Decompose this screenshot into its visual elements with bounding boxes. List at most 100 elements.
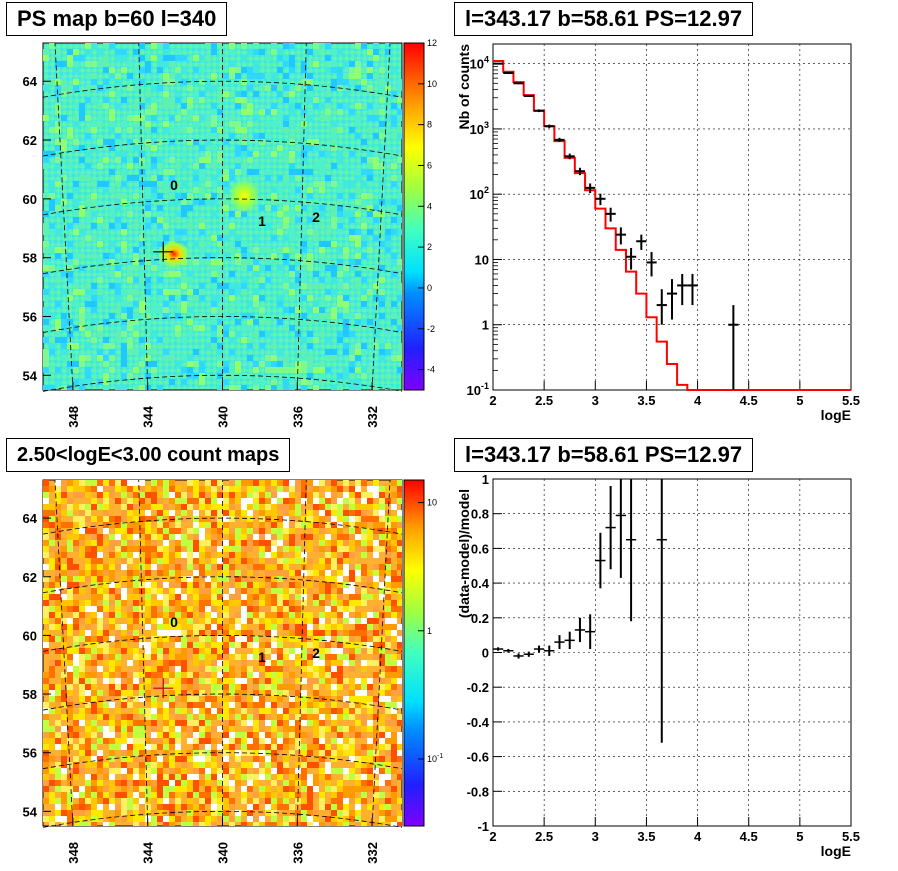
x-tick-label: 332: [365, 406, 380, 428]
colorbar-tick-label: 4: [427, 201, 432, 211]
colorbar-tick-label: 0: [427, 283, 432, 293]
y-tick-label: 64: [23, 511, 38, 526]
residual-x-tick-label: 3: [592, 829, 599, 844]
y-tick-label: 56: [23, 746, 37, 761]
spectrum-x-tick-label: 2.5: [535, 393, 553, 408]
spectrum-panel: 2 2.5 3 3.5 4 4.5 5 5.5 10-1 1 10 102 103 104 logE Nb o…: [449, 0, 898, 436]
count-map-chart: 54 56 58 60 62 64 348 344 340 336 332 10-1 1 10 0 1 2: [23, 479, 443, 864]
residual-y-tick-label: 0.8: [471, 507, 489, 522]
longitude-line: [296, 42, 307, 391]
y-tick-label: 58: [23, 251, 37, 266]
latitude-line: [42, 810, 403, 828]
y-tick-label: 54: [23, 368, 38, 383]
spectrum-y-tick-label: 10-1: [467, 381, 489, 398]
spectrum-y-tick-label: 10: [475, 252, 489, 267]
y-tick-label: 64: [23, 74, 38, 89]
spectrum-x-axis-label: logE: [821, 407, 851, 423]
source-label-2: 2: [312, 645, 320, 661]
y-tick-label: 60: [23, 192, 37, 207]
residual-x-tick-label: 4.5: [740, 829, 758, 844]
residual-x-axis-label: logE: [821, 843, 851, 859]
residual-title: l=343.17 b=58.61 PS=12.97: [454, 438, 754, 472]
residual-x-tick-label: 2.5: [535, 829, 553, 844]
y-tick-label: 62: [23, 570, 37, 585]
residual-y-tick-label: 0.2: [471, 611, 489, 626]
x-tick-label: 344: [141, 405, 156, 427]
y-tick-label: 56: [23, 309, 37, 324]
colorbar-tick-label: 2: [427, 242, 432, 252]
residual-x-tick-label: 3.5: [637, 829, 655, 844]
spectrum-y-tick-label: 102: [470, 185, 489, 202]
residual-y-tick-label: -0.4: [467, 715, 490, 730]
spectrum-x-tick-label: 3.5: [637, 393, 655, 408]
ps-map-title: PS map b=60 l=340: [6, 2, 228, 36]
longitude-line: [138, 42, 149, 391]
count-map-colorbar: [403, 479, 425, 827]
colorbar-tick-label: 12: [427, 38, 437, 48]
spectrum-x-tick-label: 5.5: [842, 393, 860, 408]
residual-y-tick-label: -0.2: [467, 680, 489, 695]
y-tick-label: 60: [23, 628, 37, 643]
colorbar-tick-label: 10: [427, 79, 437, 89]
residual-data-series: [493, 479, 667, 743]
spectrum-x-tick-label: 2: [489, 393, 496, 408]
x-tick-label: 332: [365, 842, 380, 864]
x-tick-label: 336: [290, 842, 305, 864]
count-map-title: 2.50<logE<3.00 count maps: [6, 438, 291, 472]
spectrum-x-tick-label: 4: [694, 393, 702, 408]
spectrum-y-tick-label: 103: [470, 120, 489, 137]
residual-y-tick-label: -0.8: [467, 784, 489, 799]
longitude-line: [296, 479, 307, 827]
x-tick-label: 340: [216, 842, 231, 864]
longitude-line: [138, 479, 149, 827]
count-map-coordinate-grid: [42, 479, 403, 828]
residual-y-tick-label: -1: [477, 819, 489, 834]
x-tick-label: 336: [290, 406, 305, 428]
residual-panel: 2 2.5 3 3.5 4 4.5 5 5.5 -1 -0.8 -0.6 -0.4 -0.2 0 0.2 0.…: [449, 436, 898, 871]
spectrum-x-tick-label: 4.5: [740, 393, 758, 408]
spectrum-title: l=343.17 b=58.61 PS=12.97: [454, 2, 754, 36]
x-tick-label: 344: [141, 841, 156, 863]
spectrum-x-tick-label: 3: [592, 393, 599, 408]
ps-map-panel: 54 56 58 60 62 64 348 344 340 336 332 -4 -2 0 2 4 6 8 10 1…: [0, 0, 449, 436]
y-tick-label: 62: [23, 133, 37, 148]
colorbar-tick-label: 1: [427, 626, 432, 636]
x-tick-label: 348: [66, 406, 81, 428]
ps-map-colorbar: [403, 42, 425, 391]
y-tick-label: 58: [23, 687, 37, 702]
spectrum-chart: 2 2.5 3 3.5 4 4.5 5 5.5 10-1 1 10 102 103 104 logE Nb o…: [456, 43, 860, 423]
residual-plot-area: [492, 478, 852, 827]
spectrum-y-axis-label: Nb of counts: [456, 44, 472, 130]
spectrum-data-series: [493, 62, 739, 390]
residual-y-tick-label: 1: [482, 472, 489, 487]
y-tick-label: 54: [23, 804, 38, 819]
residual-y-tick-label: 0.6: [471, 541, 489, 556]
residual-x-tick-label: 5.5: [842, 829, 860, 844]
latitude-line: [42, 635, 403, 652]
colorbar-tick-label: 10: [427, 498, 437, 508]
source-label-1: 1: [258, 213, 266, 229]
colorbar-tick-label: 10-1: [427, 753, 443, 764]
spectrum-y-tick-label: 104: [470, 55, 489, 72]
residual-y-tick-label: 0.4: [471, 576, 490, 591]
ps-map-hotspot-source-0: [228, 178, 260, 214]
residual-y-tick-label: -0.6: [467, 750, 489, 765]
longitude-line: [371, 479, 391, 827]
spectrum-plot-area: [492, 43, 852, 391]
residual-x-tick-label: 2: [489, 829, 496, 844]
colorbar-tick-label: 8: [427, 120, 432, 130]
longitude-line: [54, 42, 74, 391]
spectrum-y-tick-label: 1: [482, 318, 489, 333]
residual-y-axis-label: (data-model)/model: [456, 489, 472, 618]
ps-map-coordinate-grid: [42, 42, 403, 392]
source-label-0: 0: [170, 614, 178, 630]
latitude-line: [42, 374, 403, 392]
latitude-line: [42, 198, 403, 216]
colorbar-tick-label: -2: [427, 324, 435, 334]
colorbar-tick-label: 6: [427, 160, 432, 170]
residual-x-tick-label: 5: [796, 829, 803, 844]
colorbar-tick-label: -4: [427, 365, 435, 375]
source-label-0: 0: [170, 177, 178, 193]
